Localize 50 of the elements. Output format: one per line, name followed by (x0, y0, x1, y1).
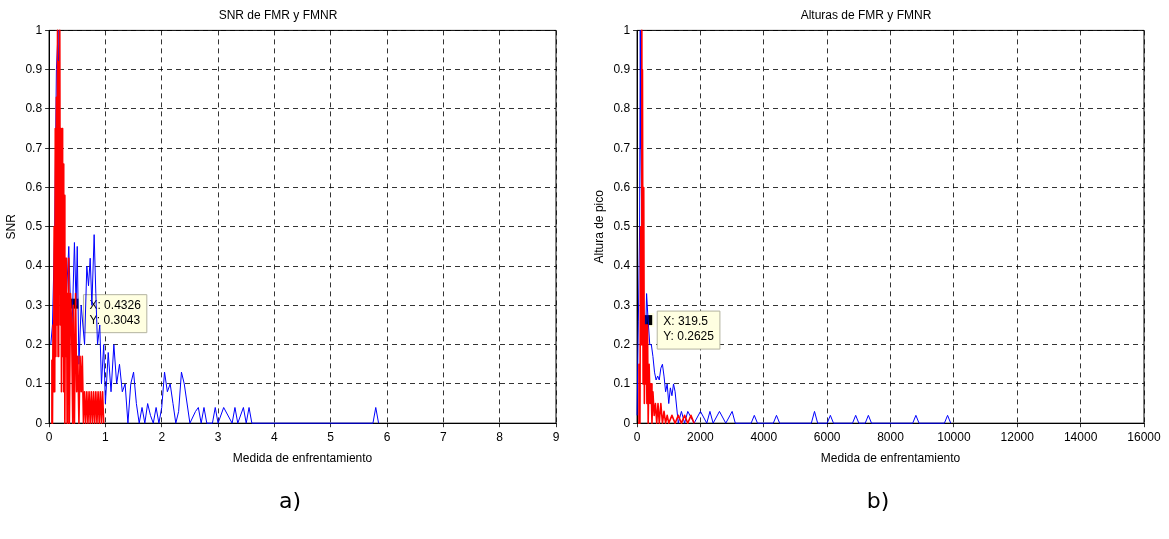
chart-title: Alturas de FMR y FMNR (800, 7, 932, 22)
y-tick-label: 0.2 (613, 336, 631, 351)
y-tick-label: 0.8 (613, 101, 631, 116)
y-tick-label: 1 (623, 22, 631, 37)
x-tick-label: 2 (158, 429, 166, 444)
x-tick-label: 7 (440, 429, 448, 444)
x-tick-label: 10000 (937, 429, 971, 444)
y-tick-label: 0.7 (613, 140, 631, 155)
y-tick-label: 0.6 (25, 179, 43, 194)
chart-title: SNR de FMR y FMNR (218, 7, 338, 22)
y-tick-label: 0.4 (613, 258, 631, 273)
y-tick-label: 0.6 (613, 179, 631, 194)
x-tick-label: 12000 (1000, 429, 1035, 444)
y-tick-label: 0.9 (613, 61, 631, 76)
y-axis-title: Altura de pico (591, 189, 606, 264)
x-tick-label: 8 (496, 429, 504, 444)
x-tick-label: 9 (552, 429, 560, 444)
x-tick-label: 6000 (813, 429, 841, 444)
y-tick-label: 0 (35, 415, 43, 430)
x-tick-label: 8000 (877, 429, 905, 444)
text: b) (865, 488, 891, 513)
y-tick-label: 0.2 (25, 336, 43, 351)
x-tick-label: 6 (383, 429, 391, 444)
y-tick-label: 0.3 (613, 297, 631, 312)
y-tick-label: 0.5 (613, 219, 631, 234)
x-tick-label: 0 (45, 429, 53, 444)
y-tick-label: 0.4 (25, 258, 43, 273)
x-tick-label: 0 (633, 429, 641, 444)
x-tick-label: 14000 (1063, 429, 1098, 444)
x-tick-label: 3 (214, 429, 222, 444)
x-tick-label: 4000 (750, 429, 778, 444)
y-tick-label: 0.3 (25, 297, 43, 312)
x-tick-label: 2000 (687, 429, 715, 444)
y-tick-label: 0.8 (25, 101, 43, 116)
x-tick-label: 1 (102, 429, 110, 444)
x-axis-title: Medida de enfrentamiento (232, 451, 373, 466)
y-tick-label: 0.9 (25, 61, 43, 76)
y-tick-label: 0.5 (25, 219, 43, 234)
y-tick-label: 0.7 (25, 140, 43, 155)
x-axis-title: Medida de enfrentamiento (820, 451, 961, 466)
annotation: X: 319.5 Y: 0.2625 (663, 314, 715, 344)
y-tick-label: 0.1 (613, 376, 631, 391)
y-tick-label: 0 (623, 415, 631, 430)
y-tick-label: 0.1 (25, 376, 43, 391)
text: a) (277, 488, 303, 513)
x-tick-label: 4 (271, 429, 279, 444)
y-tick-label: 1 (35, 22, 43, 37)
x-tick-label: 16000 (1127, 429, 1162, 444)
y-axis-title: SNR (3, 213, 18, 240)
x-tick-label: 5 (327, 429, 335, 444)
